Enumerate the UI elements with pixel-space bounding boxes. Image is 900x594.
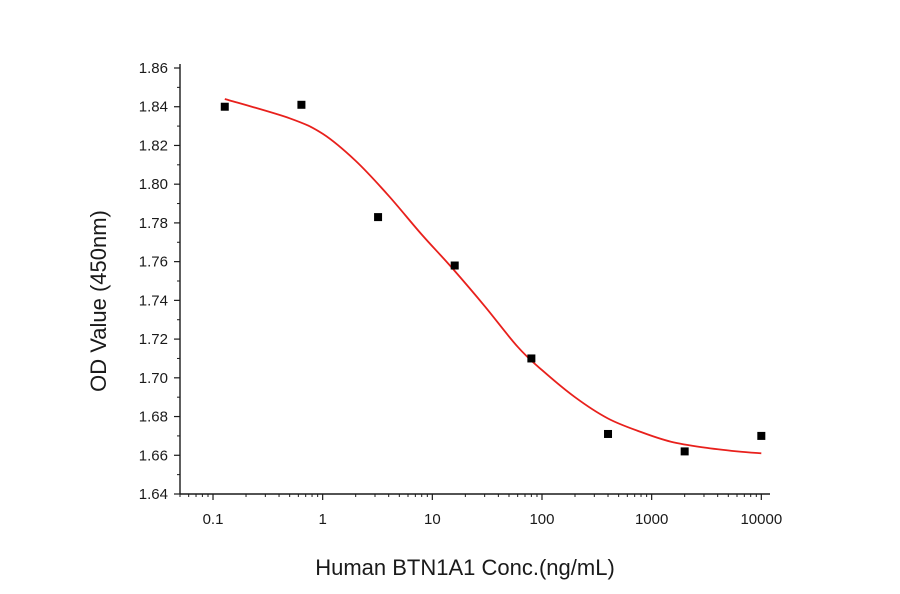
- y-tick-label: 1.64: [139, 486, 168, 503]
- data-point: [527, 354, 536, 363]
- data-point: [604, 429, 613, 438]
- y-tick-label: 1.82: [139, 137, 168, 154]
- x-axis-title: Human BTN1A1 Conc.(ng/mL): [315, 555, 615, 580]
- data-point: [297, 100, 306, 109]
- fit-curve: [224, 98, 762, 455]
- y-tick-label: 1.68: [139, 409, 168, 426]
- data-point: [680, 447, 689, 456]
- y-tick-label: 1.70: [139, 370, 168, 387]
- x-tick-label: 1000: [635, 511, 668, 528]
- x-tick-label: 10: [424, 511, 441, 528]
- x-tick-label: 0.1: [203, 511, 224, 528]
- y-ticks: 1.64 1.66 1.68 1.70 1.72 1.74 1.76 1.78 1.80 1.82…: [139, 60, 180, 503]
- x-ticks: 0.1 1 10 100 1000 10000: [179, 494, 782, 528]
- data-point: [374, 213, 383, 222]
- y-tick-label: 1.86: [139, 60, 168, 77]
- y-tick-label: 1.80: [139, 176, 168, 193]
- x-tick-label: 10000: [740, 511, 782, 528]
- y-tick-label: 1.66: [139, 447, 168, 464]
- data-points: [220, 100, 766, 456]
- y-tick-label: 1.74: [139, 292, 168, 309]
- data-point: [757, 431, 766, 440]
- y-tick-label: 1.78: [139, 215, 168, 232]
- x-tick-label: 1: [319, 511, 327, 528]
- axes: [179, 64, 770, 495]
- data-point: [450, 261, 459, 270]
- y-axis-title: OD Value (450nm): [86, 210, 111, 392]
- x-tick-label: 100: [529, 511, 554, 528]
- y-tick-label: 1.76: [139, 254, 168, 271]
- y-tick-label: 1.72: [139, 331, 168, 348]
- y-tick-label: 1.84: [139, 99, 168, 116]
- data-point: [220, 102, 229, 111]
